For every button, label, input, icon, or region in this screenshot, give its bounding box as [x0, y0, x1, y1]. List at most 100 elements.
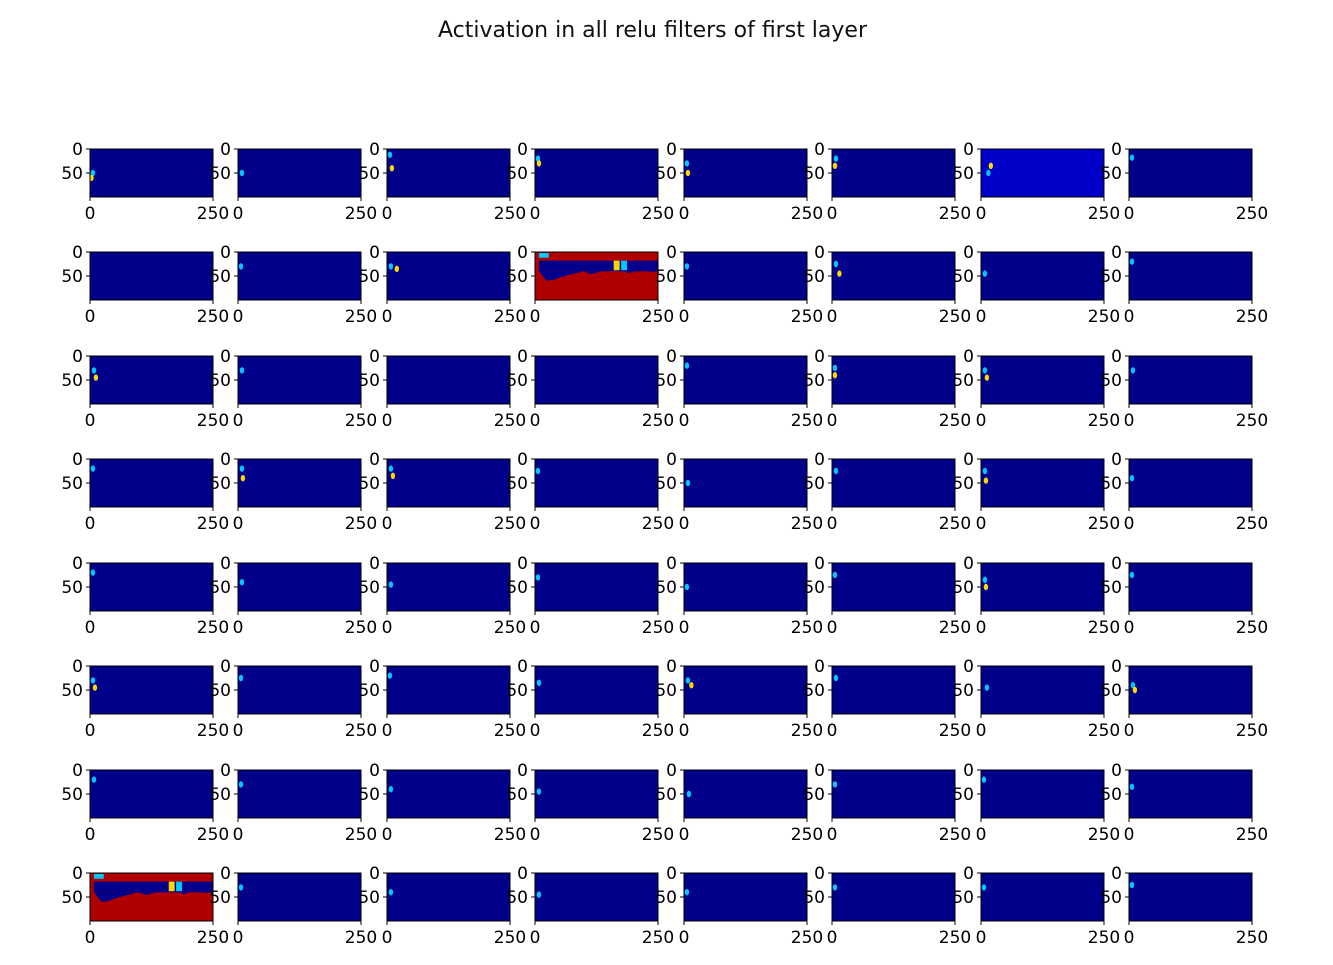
x-tick-label: 0 [530, 307, 541, 327]
x-tick-label: 0 [976, 307, 987, 327]
y-tick-label: 50 [655, 474, 677, 494]
x-tick-label: 0 [233, 307, 244, 327]
y-tick-label: 0 [1111, 761, 1122, 781]
x-tick-label: 250 [791, 204, 823, 224]
heatmap-background [387, 149, 510, 197]
y-tick-label: 50 [209, 888, 231, 908]
y-tick-label: 50 [358, 888, 380, 908]
x-tick-label: 250 [1088, 514, 1120, 534]
y-tick-label: 0 [369, 450, 380, 470]
heatmap-spot [685, 479, 691, 487]
heatmap-spot [390, 472, 396, 479]
y-tick-label: 0 [963, 761, 974, 781]
x-tick-label: 0 [827, 514, 838, 534]
heatmap-background [1129, 770, 1252, 818]
heatmap-spot [536, 891, 542, 898]
y-tick-label: 0 [220, 864, 231, 884]
x-tick-label: 250 [1236, 618, 1268, 638]
heatmap-background [535, 563, 658, 611]
y-tick-label: 0 [72, 864, 83, 884]
heatmap-background [387, 770, 510, 818]
heatmap-spot [238, 884, 244, 891]
y-tick-label: 50 [952, 474, 974, 494]
y-tick-label: 50 [1100, 578, 1122, 598]
heatmap-background [981, 459, 1104, 507]
x-tick-label: 250 [1236, 825, 1268, 845]
y-tick-label: 0 [72, 450, 83, 470]
y-tick-label: 0 [369, 554, 380, 574]
y-tick-label: 0 [517, 657, 528, 677]
y-tick-label: 50 [506, 888, 528, 908]
x-tick-label: 0 [233, 618, 244, 638]
y-tick-label: 0 [72, 761, 83, 781]
x-tick-label: 250 [345, 514, 377, 534]
x-tick-label: 0 [382, 204, 393, 224]
heatmap-spot [684, 583, 690, 591]
y-tick-label: 0 [517, 243, 528, 263]
y-tick-label: 50 [803, 474, 825, 494]
x-tick-label: 250 [642, 618, 674, 638]
heatmap-spot [238, 781, 244, 788]
x-tick-label: 0 [827, 411, 838, 431]
x-tick-label: 0 [233, 928, 244, 948]
x-tick-label: 250 [197, 825, 229, 845]
heatmap-background [832, 149, 955, 197]
heatmap-spot [832, 571, 838, 579]
y-tick-label: 0 [814, 554, 825, 574]
y-tick-label: 50 [61, 267, 83, 287]
x-tick-label: 250 [494, 411, 526, 431]
x-tick-label: 250 [345, 411, 377, 431]
x-tick-label: 250 [642, 204, 674, 224]
y-tick-label: 50 [655, 164, 677, 184]
heatmap-spot [168, 881, 175, 892]
x-tick-label: 0 [382, 618, 393, 638]
heatmap-background [1129, 666, 1252, 714]
y-tick-label: 50 [952, 578, 974, 598]
heatmap-spot [387, 151, 393, 158]
y-tick-label: 50 [506, 474, 528, 494]
x-tick-label: 250 [642, 928, 674, 948]
y-tick-label: 50 [61, 681, 83, 701]
heatmap-spot [684, 362, 690, 369]
heatmap-spot [176, 881, 183, 892]
x-tick-label: 0 [85, 928, 96, 948]
y-tick-label: 50 [506, 267, 528, 287]
x-tick-label: 250 [345, 825, 377, 845]
y-tick-label: 50 [61, 578, 83, 598]
x-tick-label: 250 [494, 928, 526, 948]
y-tick-label: 50 [803, 785, 825, 805]
x-tick-label: 250 [494, 307, 526, 327]
heatmap-spot [388, 263, 394, 270]
x-tick-label: 0 [827, 204, 838, 224]
heatmap-background [684, 873, 807, 921]
x-tick-label: 250 [642, 514, 674, 534]
x-tick-label: 0 [679, 618, 690, 638]
y-tick-label: 50 [506, 164, 528, 184]
x-tick-label: 250 [1236, 204, 1268, 224]
y-tick-label: 0 [72, 347, 83, 367]
y-tick-label: 0 [666, 657, 677, 677]
heatmap-spot [536, 160, 542, 167]
x-tick-label: 0 [85, 411, 96, 431]
y-tick-label: 0 [369, 243, 380, 263]
x-tick-label: 250 [939, 307, 971, 327]
